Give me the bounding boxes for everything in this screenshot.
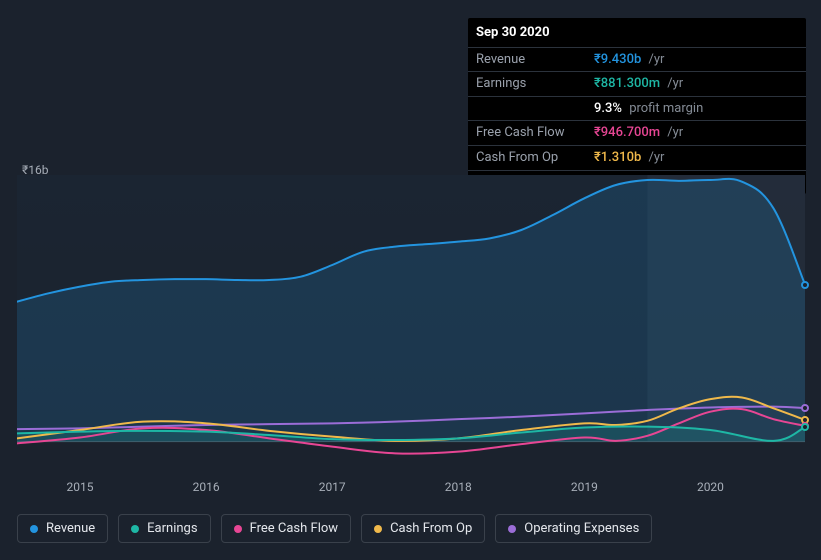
tooltip-row: 9.3% profit margin — [468, 97, 806, 122]
x-axis-label: 2015 — [67, 480, 94, 494]
tooltip-row-value: ₹946.700m /yr — [594, 125, 683, 141]
tooltip-panel: Sep 30 2020 Revenue₹9.430b /yrEarnings₹8… — [468, 18, 806, 194]
legend-dot-icon — [234, 525, 242, 533]
legend-label: Operating Expenses — [524, 521, 639, 536]
current-marker-earnings — [801, 423, 809, 431]
legend-dot-icon — [30, 525, 38, 533]
tooltip-row-label: Earnings — [476, 76, 594, 92]
tooltip-row-label: Revenue — [476, 52, 594, 68]
tooltip-row-value: 9.3% profit margin — [594, 101, 703, 117]
tooltip-date: Sep 30 2020 — [468, 18, 806, 48]
tooltip-row-value: ₹881.300m /yr — [594, 76, 683, 92]
tooltip-row: Free Cash Flow₹946.700m /yr — [468, 121, 806, 146]
x-axis-label: 2020 — [697, 480, 724, 494]
tooltip-row-label: Cash From Op — [476, 150, 594, 166]
chart-area[interactable] — [17, 175, 805, 475]
x-axis-label: 2017 — [319, 480, 346, 494]
legend-label: Free Cash Flow — [250, 521, 338, 536]
legend-item-opex[interactable]: Operating Expenses — [495, 514, 652, 543]
tooltip-row-value: ₹1.310b /yr — [594, 150, 664, 166]
legend-dot-icon — [131, 525, 139, 533]
tooltip-row: Cash From Op₹1.310b /yr — [468, 146, 806, 171]
current-marker-revenue — [801, 281, 809, 289]
legend-item-revenue[interactable]: Revenue — [17, 514, 108, 543]
x-axis-label: 2018 — [445, 480, 472, 494]
legend-dot-icon — [508, 525, 516, 533]
legend-item-cashop[interactable]: Cash From Op — [361, 514, 485, 543]
legend-dot-icon — [374, 525, 382, 533]
legend: Revenue Earnings Free Cash Flow Cash From O… — [17, 514, 652, 543]
tooltip-row-value: ₹9.430b /yr — [594, 52, 664, 68]
tooltip-row-label — [476, 101, 594, 117]
x-axis-label: 2019 — [571, 480, 598, 494]
legend-label: Earnings — [147, 521, 197, 536]
x-axis-label: 2016 — [193, 480, 220, 494]
legend-label: Cash From Op — [390, 521, 472, 536]
current-marker-opex — [801, 404, 809, 412]
tooltip-row: Revenue₹9.430b /yr — [468, 48, 806, 73]
tooltip-row-label: Free Cash Flow — [476, 125, 594, 141]
legend-item-fcf[interactable]: Free Cash Flow — [221, 514, 351, 543]
legend-item-earnings[interactable]: Earnings — [118, 514, 210, 543]
tooltip-row: Earnings₹881.300m /yr — [468, 72, 806, 97]
x-axis: 2015 2016 2017 2018 2019 2020 — [17, 480, 805, 500]
legend-label: Revenue — [46, 521, 95, 536]
